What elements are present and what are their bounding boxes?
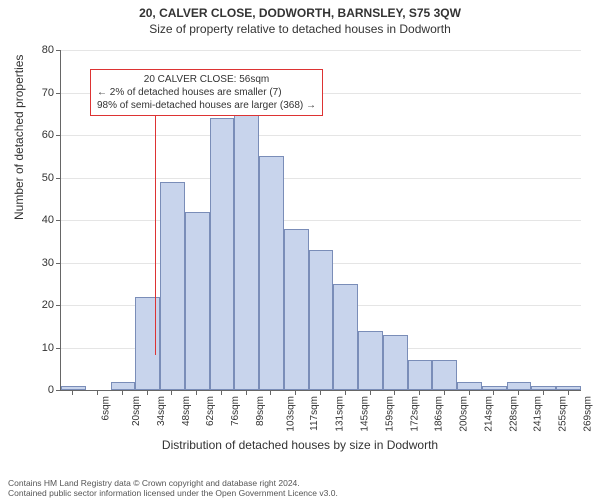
x-tick-label: 214sqm: [483, 396, 494, 432]
y-tick-mark: [56, 348, 61, 349]
x-tick-label: 6sqm: [101, 396, 112, 420]
footer: Contains HM Land Registry data © Crown c…: [8, 478, 338, 498]
x-tick-label: 117sqm: [309, 396, 320, 431]
x-tick-label: 48sqm: [181, 396, 192, 426]
x-tick-label: 145sqm: [360, 396, 371, 432]
y-tick-mark: [56, 178, 61, 179]
chart-container: 20, CALVER CLOSE, DODWORTH, BARNSLEY, S7…: [0, 0, 600, 500]
x-tick-mark: [543, 390, 544, 395]
x-tick-mark: [419, 390, 420, 395]
y-tick-mark: [56, 220, 61, 221]
y-tick-label: 30: [24, 257, 54, 269]
x-tick-mark: [196, 390, 197, 395]
footer-line1: Contains HM Land Registry data © Crown c…: [8, 478, 338, 488]
x-tick-label: 269sqm: [582, 396, 593, 432]
x-tick-mark: [320, 390, 321, 395]
histogram-bar: [408, 360, 433, 390]
histogram-bar: [185, 212, 210, 391]
histogram-bar: [160, 182, 185, 390]
x-tick-mark: [221, 390, 222, 395]
y-tick-label: 80: [24, 44, 54, 56]
annotation-line1: 20 CALVER CLOSE: 56sqm: [97, 73, 316, 86]
x-tick-mark: [493, 390, 494, 395]
grid-line: [61, 178, 581, 179]
histogram-bar: [457, 382, 482, 391]
histogram-bar: [284, 229, 309, 391]
y-tick-mark: [56, 50, 61, 51]
histogram-bar: [432, 360, 457, 390]
histogram-bar: [111, 382, 136, 391]
y-tick-mark: [56, 135, 61, 136]
histogram-bar: [507, 382, 532, 391]
histogram-bar: [333, 284, 358, 390]
histogram-bar: [309, 250, 334, 390]
y-tick-label: 40: [24, 214, 54, 226]
chart-title-sub: Size of property relative to detached ho…: [0, 20, 600, 40]
x-tick-label: 228sqm: [508, 396, 519, 432]
x-tick-mark: [97, 390, 98, 395]
histogram-bar: [383, 335, 408, 390]
chart-plot-area: 20 CALVER CLOSE: 56sqm ← 2% of detached …: [60, 50, 580, 390]
histogram-bar: [234, 105, 259, 390]
y-tick-mark: [56, 305, 61, 306]
x-tick-label: 241sqm: [533, 396, 544, 432]
annotation-line2: ← 2% of detached houses are smaller (7): [97, 86, 316, 99]
x-tick-mark: [171, 390, 172, 395]
y-tick-mark: [56, 93, 61, 94]
y-tick-label: 10: [24, 342, 54, 354]
chart-title-main: 20, CALVER CLOSE, DODWORTH, BARNSLEY, S7…: [0, 0, 600, 20]
histogram-bar: [61, 386, 86, 390]
x-tick-label: 62sqm: [205, 396, 216, 426]
x-tick-mark: [370, 390, 371, 395]
x-tick-mark: [295, 390, 296, 395]
x-tick-label: 131sqm: [335, 396, 346, 432]
annotation-box: 20 CALVER CLOSE: 56sqm ← 2% of detached …: [90, 69, 323, 116]
x-tick-mark: [270, 390, 271, 395]
histogram-bar: [358, 331, 383, 391]
marker-line: [155, 110, 156, 355]
x-axis-label: Distribution of detached houses by size …: [0, 438, 600, 452]
x-tick-label: 103sqm: [285, 396, 296, 432]
x-tick-label: 200sqm: [459, 396, 470, 432]
x-tick-label: 89sqm: [255, 396, 266, 426]
x-tick-label: 20sqm: [131, 396, 142, 426]
y-tick-label: 60: [24, 129, 54, 141]
x-tick-mark: [518, 390, 519, 395]
y-tick-label: 70: [24, 87, 54, 99]
y-tick-mark: [56, 390, 61, 391]
x-tick-label: 76sqm: [230, 396, 241, 426]
x-tick-mark: [444, 390, 445, 395]
x-tick-mark: [394, 390, 395, 395]
histogram-bar: [556, 386, 581, 390]
histogram-bar: [531, 386, 556, 390]
footer-line2: Contained public sector information lice…: [8, 488, 338, 498]
histogram-bar: [210, 118, 235, 390]
y-tick-mark: [56, 263, 61, 264]
x-tick-label: 186sqm: [434, 396, 445, 432]
annotation-line3: 98% of semi-detached houses are larger (…: [97, 99, 316, 112]
x-tick-mark: [122, 390, 123, 395]
y-tick-label: 50: [24, 172, 54, 184]
x-tick-label: 255sqm: [558, 396, 569, 432]
x-tick-mark: [568, 390, 569, 395]
x-tick-mark: [72, 390, 73, 395]
grid-line: [61, 50, 581, 51]
y-tick-label: 0: [24, 384, 54, 396]
y-tick-label: 20: [24, 299, 54, 311]
x-tick-mark: [246, 390, 247, 395]
histogram-bar: [135, 297, 160, 391]
histogram-bar: [259, 156, 284, 390]
x-tick-label: 159sqm: [384, 396, 395, 432]
x-tick-label: 172sqm: [409, 396, 420, 432]
grid-line: [61, 135, 581, 136]
x-tick-label: 34sqm: [156, 396, 167, 426]
grid-line: [61, 220, 581, 221]
x-tick-mark: [147, 390, 148, 395]
x-tick-mark: [469, 390, 470, 395]
x-tick-mark: [345, 390, 346, 395]
